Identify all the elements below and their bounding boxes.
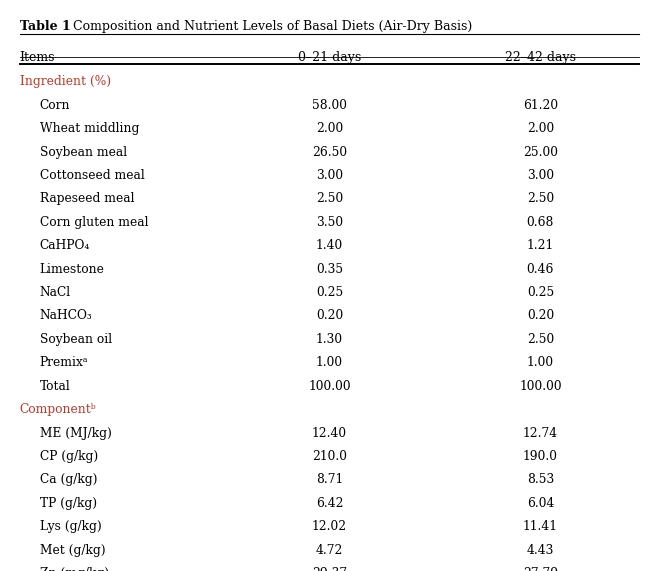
Text: 0.25: 0.25 — [316, 286, 343, 299]
Text: Rapeseed meal: Rapeseed meal — [40, 192, 134, 206]
Text: Corn: Corn — [40, 99, 70, 112]
Text: 22–42 days: 22–42 days — [505, 51, 576, 65]
Text: CP (g/kg): CP (g/kg) — [40, 450, 98, 463]
Text: 2.00: 2.00 — [316, 122, 343, 135]
Text: CaHPO₄: CaHPO₄ — [40, 239, 90, 252]
Text: 210.0: 210.0 — [312, 450, 347, 463]
Text: NaCl: NaCl — [40, 286, 71, 299]
Text: 61.20: 61.20 — [523, 99, 558, 112]
Text: 29.37: 29.37 — [312, 567, 347, 571]
Text: Soybean oil: Soybean oil — [40, 333, 111, 346]
Text: 100.00: 100.00 — [519, 380, 561, 393]
Text: 6.42: 6.42 — [316, 497, 343, 510]
Text: Soybean meal: Soybean meal — [40, 146, 127, 159]
Text: 1.40: 1.40 — [316, 239, 343, 252]
Text: 1.30: 1.30 — [316, 333, 343, 346]
Text: 4.72: 4.72 — [316, 544, 343, 557]
Text: 100.00: 100.00 — [308, 380, 351, 393]
Text: Cottonseed meal: Cottonseed meal — [40, 169, 144, 182]
Text: 58.00: 58.00 — [312, 99, 347, 112]
Text: Ca (g/kg): Ca (g/kg) — [40, 473, 97, 486]
Text: 0–21 days: 0–21 days — [298, 51, 361, 65]
Text: 0.20: 0.20 — [527, 309, 554, 323]
Text: 4.43: 4.43 — [527, 544, 554, 557]
Text: 3.00: 3.00 — [316, 169, 343, 182]
Text: Componentᵇ: Componentᵇ — [20, 403, 96, 416]
Text: 0.35: 0.35 — [316, 263, 343, 276]
Text: Corn gluten meal: Corn gluten meal — [40, 216, 148, 229]
Text: 12.40: 12.40 — [312, 427, 347, 440]
Text: TP (g/kg): TP (g/kg) — [40, 497, 97, 510]
Text: 27.79: 27.79 — [523, 567, 558, 571]
Text: 0.20: 0.20 — [316, 309, 343, 323]
Text: Ingredient (%): Ingredient (%) — [20, 75, 111, 89]
Text: 25.00: 25.00 — [523, 146, 558, 159]
Text: 11.41: 11.41 — [523, 520, 558, 533]
Text: Total: Total — [40, 380, 71, 393]
Text: 190.0: 190.0 — [523, 450, 558, 463]
Text: 8.71: 8.71 — [316, 473, 343, 486]
Text: 0.46: 0.46 — [527, 263, 554, 276]
Text: 12.74: 12.74 — [523, 427, 558, 440]
Text: Composition and Nutrient Levels of Basal Diets (Air-Dry Basis): Composition and Nutrient Levels of Basal… — [65, 20, 472, 33]
Text: 8.53: 8.53 — [527, 473, 554, 486]
Text: Limestone: Limestone — [40, 263, 104, 276]
Text: ME (MJ/kg): ME (MJ/kg) — [40, 427, 111, 440]
Text: 1.21: 1.21 — [527, 239, 554, 252]
Text: Wheat middling: Wheat middling — [40, 122, 139, 135]
Text: Lys (g/kg): Lys (g/kg) — [40, 520, 101, 533]
Text: 2.00: 2.00 — [527, 122, 554, 135]
Text: Zn (mg/kg): Zn (mg/kg) — [40, 567, 109, 571]
Text: 2.50: 2.50 — [527, 333, 554, 346]
Text: Met (g/kg): Met (g/kg) — [40, 544, 105, 557]
Text: 2.50: 2.50 — [527, 192, 554, 206]
Text: 26.50: 26.50 — [312, 146, 347, 159]
Text: 12.02: 12.02 — [312, 520, 347, 533]
Text: 3.50: 3.50 — [316, 216, 343, 229]
Text: 6.04: 6.04 — [527, 497, 554, 510]
Text: 1.00: 1.00 — [527, 356, 554, 369]
Text: NaHCO₃: NaHCO₃ — [40, 309, 92, 323]
Text: 0.25: 0.25 — [527, 286, 554, 299]
Text: 2.50: 2.50 — [316, 192, 343, 206]
Text: Premixᵃ: Premixᵃ — [40, 356, 88, 369]
Text: 0.68: 0.68 — [527, 216, 554, 229]
Text: Items: Items — [20, 51, 55, 65]
Text: 1.00: 1.00 — [316, 356, 343, 369]
Text: Table 1: Table 1 — [20, 20, 71, 33]
Text: 3.00: 3.00 — [527, 169, 554, 182]
